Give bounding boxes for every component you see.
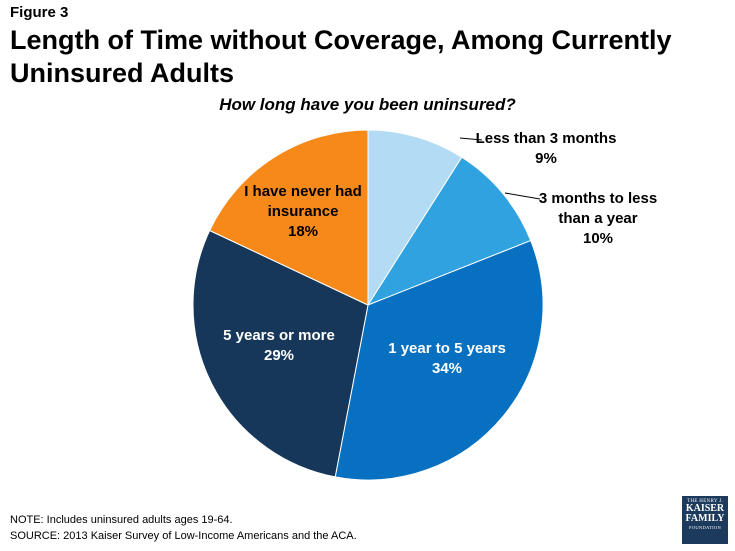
logo-line-3: FAMILY	[685, 513, 725, 524]
pie-slice	[367, 129, 463, 307]
leader-line	[459, 137, 483, 141]
note-text: NOTE: Includes uninsured adults ages 19-…	[10, 514, 233, 526]
logo-line-4: FOUNDATION	[689, 525, 721, 530]
slice-label: I have never had insurance 18%	[244, 183, 362, 240]
slice-label: Less than 3 months 9%	[476, 130, 617, 167]
source-text: SOURCE: 2013 Kaiser Survey of Low-Income…	[10, 530, 357, 542]
chart-footer: NOTE: Includes uninsured adults ages 19-…	[10, 512, 357, 544]
kff-logo: THE HENRY J. KAISER FAMILY FOUNDATION	[682, 496, 728, 544]
slice-label: 1 year to 5 years 34%	[388, 340, 506, 377]
logo-line-1: THE HENRY J.	[687, 499, 723, 504]
pie-slice	[366, 156, 532, 307]
leader-line	[504, 192, 541, 200]
pie-slice	[334, 239, 544, 481]
chart-title: Length of Time without Coverage, Among C…	[10, 25, 672, 88]
logo-line-2: KAISER	[685, 503, 725, 514]
pie-slice	[192, 229, 369, 478]
slice-label: 3 months to less than a year 10%	[539, 190, 657, 247]
slice-label: 5 years or more 29%	[223, 327, 335, 364]
figure-label: Figure 3	[10, 4, 69, 21]
chart-subtitle: How long have you been uninsured?	[219, 95, 516, 114]
pie-slice	[208, 129, 369, 306]
